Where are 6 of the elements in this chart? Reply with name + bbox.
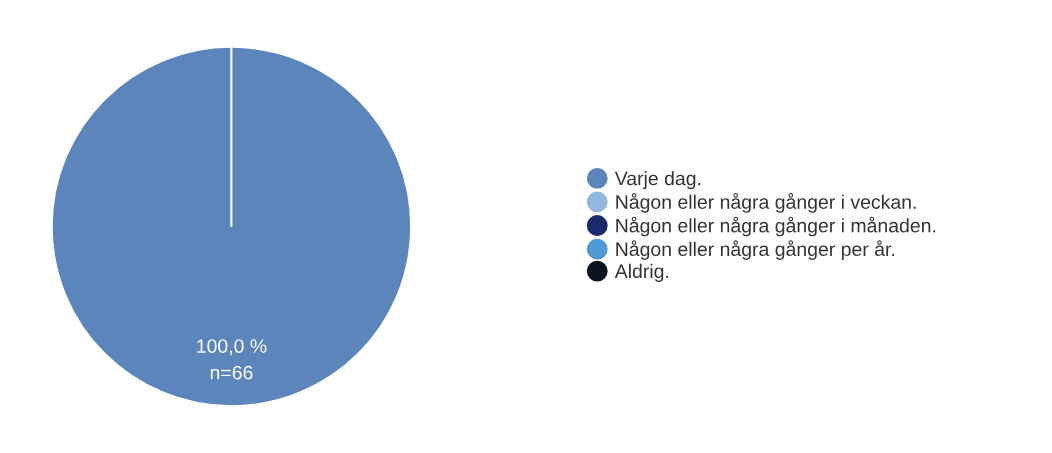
legend-label: Aldrig.: [614, 263, 669, 282]
legend-label: Någon eller några gånger i veckan.: [616, 193, 916, 213]
legend-label: Någon eller några gånger per år.: [616, 240, 895, 260]
legend-label: Varje dag.: [614, 171, 701, 190]
legend-label: Någon eller några gånger i månaden.: [616, 216, 936, 237]
data-label: 100,0 % n=66: [197, 339, 267, 380]
